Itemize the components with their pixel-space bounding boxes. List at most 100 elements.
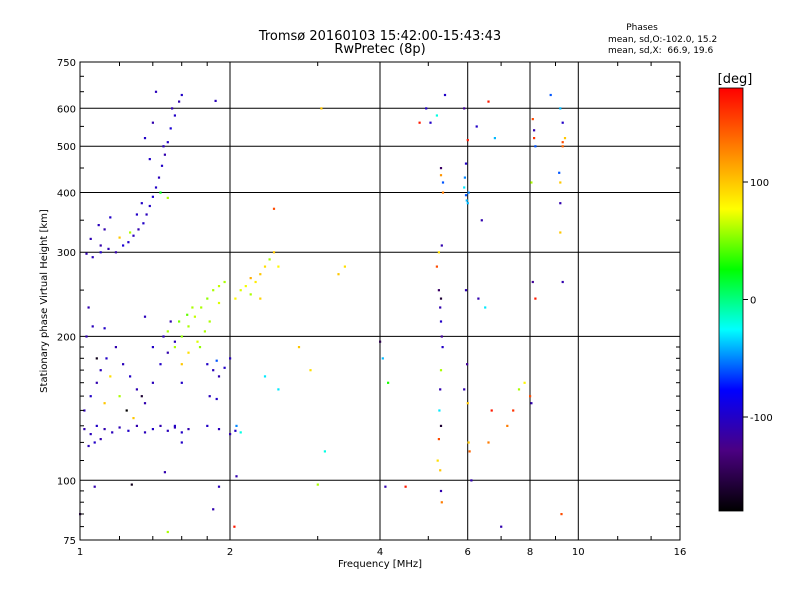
data-point: [93, 441, 96, 444]
phases-heading: Phases: [626, 23, 658, 33]
data-point: [103, 228, 106, 231]
data-point: [143, 402, 147, 405]
data-point: [418, 121, 421, 124]
data-point: [500, 525, 503, 528]
data-point: [206, 363, 209, 366]
data-point: [559, 202, 562, 205]
data-point: [148, 158, 151, 161]
data-point: [212, 369, 215, 372]
data-point: [160, 164, 164, 167]
phases-extraordinary-stats: mean, sd,X: 66.9, 19.6: [608, 46, 714, 56]
data-point: [466, 139, 469, 142]
data-point: [109, 375, 112, 378]
data-point: [122, 244, 125, 247]
data-point: [234, 297, 237, 300]
data-point: [159, 191, 162, 194]
data-point: [384, 485, 387, 488]
data-point: [118, 236, 121, 239]
data-point: [523, 381, 526, 384]
data-point: [114, 251, 117, 254]
data-point: [169, 320, 172, 323]
data-point: [114, 346, 117, 349]
data-point: [154, 90, 158, 93]
data-point: [191, 306, 194, 309]
data-point: [323, 450, 326, 453]
data-point: [206, 424, 209, 427]
data-point: [259, 297, 262, 300]
data-point: [217, 485, 221, 488]
colorbar-tick-label: 100: [750, 178, 769, 189]
data-point: [272, 207, 276, 210]
grid-lines: [80, 62, 680, 540]
data-point: [436, 459, 439, 462]
data-point: [129, 231, 132, 234]
data-point: [517, 388, 521, 391]
y-axis-ticks: 75 100 200 300 400 500 600 750: [57, 58, 680, 547]
data-point: [534, 145, 537, 148]
data-point: [180, 335, 183, 338]
data-point: [208, 320, 211, 323]
data-point: [466, 202, 469, 205]
data-point: [180, 441, 183, 444]
colorbar-ticks: 100 0 -100: [743, 178, 773, 424]
data-point: [320, 107, 323, 110]
data-point: [171, 107, 174, 110]
data-point: [439, 388, 442, 391]
data-point: [95, 381, 98, 384]
y-tick-label: 75: [63, 536, 76, 547]
data-point: [559, 181, 562, 184]
data-point: [493, 137, 496, 140]
data-point: [440, 244, 443, 247]
data-points: [79, 90, 567, 534]
data-point: [83, 428, 86, 431]
data-point: [387, 381, 390, 384]
data-point: [490, 409, 493, 412]
data-point: [122, 363, 125, 366]
data-point: [316, 483, 319, 486]
y-tick-label: 400: [57, 189, 76, 200]
x-tick-label: 4: [377, 547, 383, 558]
x-axis-ticks: 1 2 4 6 8 10 16: [77, 62, 686, 558]
data-point: [441, 191, 445, 194]
chart-title-line2: RwPretec (8p): [334, 42, 425, 57]
data-point: [83, 409, 86, 412]
data-point: [439, 297, 443, 300]
data-point: [173, 426, 176, 429]
data-point: [180, 431, 183, 434]
colorbar-unit-label: [deg]: [718, 72, 753, 87]
data-point: [215, 359, 218, 362]
data-point: [463, 186, 466, 189]
data-point: [487, 441, 490, 444]
data-point: [178, 320, 181, 323]
data-point: [530, 402, 533, 405]
data-point: [162, 335, 165, 338]
data-point: [143, 137, 147, 140]
data-point: [480, 219, 483, 222]
data-point: [464, 289, 468, 292]
data-point: [91, 256, 94, 259]
data-point: [135, 424, 138, 427]
data-point: [87, 444, 90, 448]
data-point: [215, 397, 218, 401]
data-point: [468, 450, 471, 453]
data-point: [99, 251, 102, 254]
data-point: [463, 107, 466, 110]
colorbar-tick-label: 0: [750, 296, 756, 307]
data-point: [173, 340, 176, 343]
data-point: [173, 424, 176, 427]
data-point: [531, 118, 534, 121]
data-point: [309, 369, 312, 372]
data-point: [187, 351, 190, 354]
data-point: [159, 424, 162, 427]
data-point: [559, 107, 562, 110]
data-point: [143, 315, 147, 318]
data-point: [200, 306, 203, 309]
data-point: [561, 145, 564, 148]
data-point: [439, 369, 443, 372]
data-point: [103, 402, 106, 405]
data-point: [244, 285, 247, 288]
data-point: [464, 162, 468, 165]
data-point: [166, 330, 169, 333]
data-point: [561, 121, 564, 124]
data-point: [166, 351, 169, 354]
